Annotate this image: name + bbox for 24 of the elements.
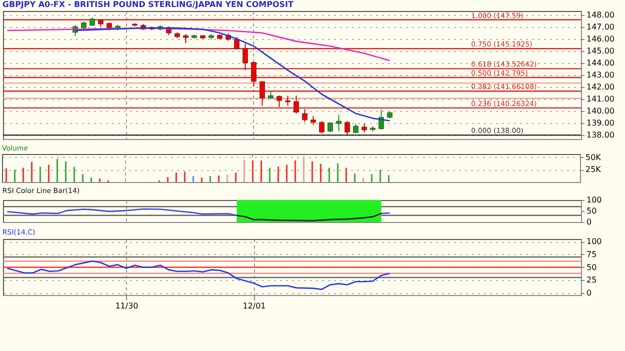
chart-title: GBPJPY A0-FX - BRITISH POUND STERLING/JAPAN YEN COMPOSIT (2, 0, 294, 9)
y-tick-label: 25K (586, 165, 602, 174)
y-tick-label: 50 (586, 262, 597, 272)
y-tick-label: 0 (586, 288, 592, 298)
y-tick-label: 143.00 (586, 70, 614, 80)
y-tick-label: 75 (586, 250, 597, 259)
y-tick-label: 147.00 (586, 22, 614, 32)
y-tick-label: 144.00 (586, 58, 614, 68)
y-tick-label: 145.00 (586, 46, 614, 56)
y-tick-label: 141.00 (586, 94, 614, 104)
y-tick-label: 100 (586, 196, 602, 204)
y-tick-label: 146.00 (586, 34, 614, 44)
y-tick-label: 50K (586, 152, 602, 162)
y-tick-label: 148.00 (586, 10, 614, 20)
y-tick-label: 50 (586, 206, 597, 216)
y-tick-label: 140.00 (586, 106, 614, 116)
y-tick-label: 100 (586, 237, 602, 246)
y-tick-label: 0 (586, 218, 592, 226)
x-tick-label: 12/01 (242, 302, 266, 310)
y-tick-label: 142.00 (586, 82, 614, 92)
y-tick-label: 139.00 (586, 118, 614, 128)
y-tick-label: 138.00 (586, 130, 614, 140)
x-tick-label: 11/30 (115, 302, 138, 310)
y-tick-label: 25 (586, 276, 597, 285)
